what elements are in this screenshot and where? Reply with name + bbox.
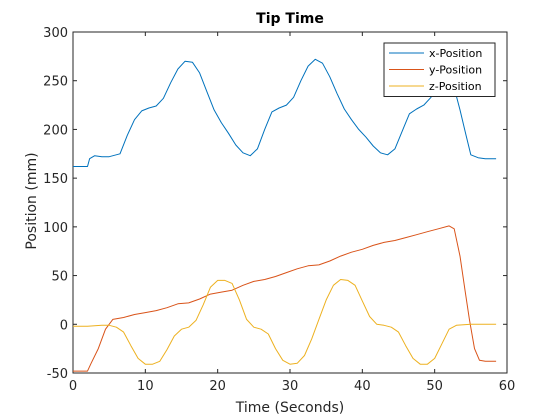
series-line-z-position <box>73 279 497 365</box>
x-tick-label: 60 <box>499 379 516 394</box>
y-tick-label: 50 <box>51 270 68 285</box>
y-tick-label: 150 <box>43 172 68 187</box>
y-tick-label: 300 <box>43 26 68 41</box>
legend-label: y-Position <box>429 64 482 77</box>
x-axis: 0 10 20 30 40 50 60 <box>69 32 515 394</box>
x-tick-label: 40 <box>354 379 371 394</box>
x-axis-label: Time (Seconds) <box>235 400 344 416</box>
x-tick-label: 20 <box>209 379 226 394</box>
y-axis-label: Position (mm) <box>24 152 40 249</box>
legend-label: x-Position <box>429 47 482 60</box>
y-tick-label: 250 <box>43 75 68 90</box>
y-axis: -50 0 50 100 150 200 250 300 <box>43 26 507 382</box>
x-tick-label: 0 <box>69 379 77 394</box>
y-tick-label: 100 <box>43 221 68 236</box>
legend-label: z-Position <box>429 80 482 93</box>
x-tick-label: 30 <box>282 379 299 394</box>
chart-title: Tip Time <box>256 11 324 27</box>
y-tick-label: -50 <box>47 367 68 382</box>
series-line-y-position <box>73 225 497 372</box>
y-tick-label: 200 <box>43 123 68 138</box>
x-tick-label: 10 <box>137 379 154 394</box>
x-tick-label: 50 <box>426 379 443 394</box>
legend: x-Position y-Position z-Position <box>383 42 496 97</box>
y-tick-label: 0 <box>60 318 68 333</box>
